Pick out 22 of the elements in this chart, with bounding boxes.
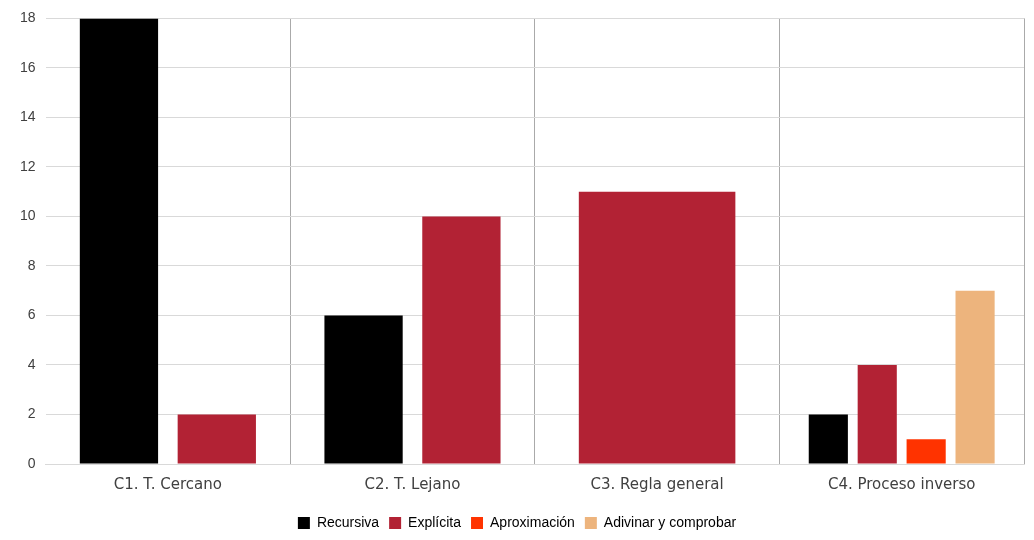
y-tick-label: 10: [19, 207, 36, 224]
y-tick-label: 6: [27, 306, 36, 323]
legend-label: Aproximación: [490, 513, 575, 530]
y-tick-label: 8: [27, 256, 36, 273]
bar: [955, 290, 995, 464]
y-tick-label: 4: [27, 355, 36, 372]
x-tick-label: C2. T. Lejano: [364, 474, 461, 493]
bar: [177, 414, 256, 464]
x-tick-label: C1. T. Cercano: [113, 474, 222, 493]
legend-label: Recursiva: [316, 513, 380, 530]
y-tick-label: 16: [19, 58, 36, 75]
bar: [906, 439, 946, 464]
y-tick-label: 18: [19, 9, 36, 26]
y-tick-label: 14: [19, 108, 36, 125]
y-tick-label: 12: [19, 157, 36, 174]
bar: [324, 315, 403, 464]
x-tick-label: C4. Proceso inverso: [827, 474, 976, 493]
y-tick-label: 0: [27, 454, 36, 471]
x-tick-label: C3. Regla general: [590, 474, 724, 493]
legend-label: Explícita: [408, 513, 462, 530]
legend-label: Adivinar y comprobar: [603, 513, 737, 530]
y-tick-label: 2: [27, 405, 36, 422]
